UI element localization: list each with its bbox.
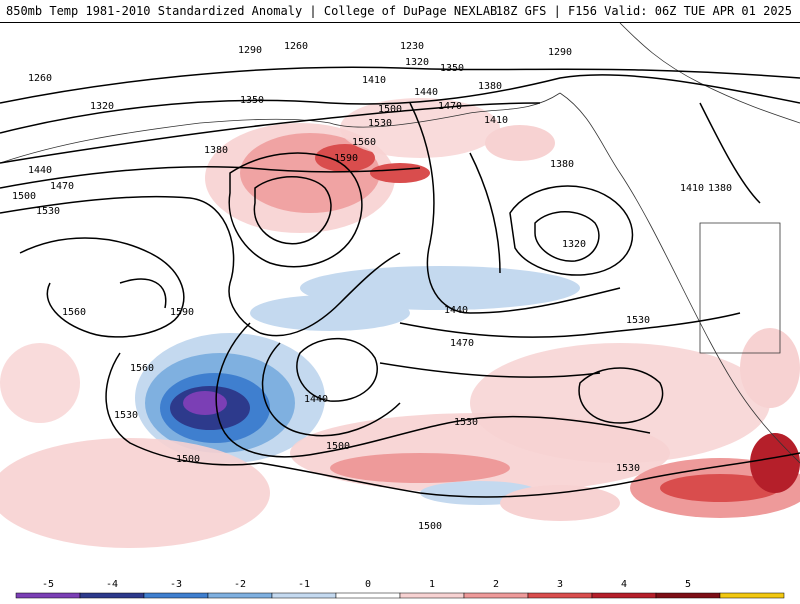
- contour-label: 1380: [204, 145, 228, 156]
- colorbar-tick-label: 5: [685, 579, 691, 590]
- colorbar-segment: [399, 592, 465, 599]
- contour-label: 1530: [454, 417, 478, 428]
- product-title: 850mb Temp 1981-2010 Standardized Anomal…: [6, 4, 498, 18]
- height-contours: [0, 66, 800, 498]
- contour-label: 1320: [90, 101, 114, 112]
- contour-label: 1290: [548, 47, 572, 58]
- colorbar-tick-label: -5: [42, 579, 54, 590]
- contour-label: 1440: [414, 87, 438, 98]
- colorbar-svg: -5 -4 -3 -2 -1 0 1 2 3 4 5: [15, 579, 785, 599]
- contour-label: 1380: [478, 81, 502, 92]
- contour-label: 1500: [326, 441, 350, 452]
- contour-label: 1500: [378, 104, 402, 115]
- contour-label: 1410: [484, 115, 508, 126]
- contour-label: 1260: [284, 41, 308, 52]
- colorbar-segment: [591, 592, 657, 599]
- contour-label: 1530: [626, 315, 650, 326]
- contour-label: 1560: [352, 137, 376, 148]
- anomaly-map: 1290 1260 1230 1320 1290 1260 1320 1350 …: [0, 23, 800, 575]
- contour-label: 1530: [616, 463, 640, 474]
- colorbar-segment: [207, 592, 273, 599]
- coastlines: [0, 23, 800, 464]
- colorbar-segment: [463, 592, 529, 599]
- colorbar-tick-label: 2: [493, 579, 499, 590]
- anomaly-shading: [0, 23, 800, 575]
- colorbar-segment: [15, 592, 81, 599]
- title-bar: 850mb Temp 1981-2010 Standardized Anomal…: [0, 0, 800, 23]
- colorbar-segment: [271, 592, 337, 599]
- contour-label: 1410: [362, 75, 386, 86]
- contour-label: 1470: [50, 181, 74, 192]
- contour-label: 1440: [304, 394, 328, 405]
- colorbar-tick-label: -3: [170, 579, 182, 590]
- contour-label: 1380: [550, 159, 574, 170]
- colorbar-tick-label: -2: [234, 579, 246, 590]
- contour-label: 1500: [176, 454, 200, 465]
- contour-label: 1530: [36, 206, 60, 217]
- contour-label: 1440: [28, 165, 52, 176]
- contour-label: 1500: [12, 191, 36, 202]
- contour-label: 1530: [114, 410, 138, 421]
- contour-label: 1590: [170, 307, 194, 318]
- colorbar: -5 -4 -3 -2 -1 0 1 2 3 4 5: [0, 575, 800, 600]
- colorbar-segment: [143, 592, 209, 599]
- contour-label: 1350: [440, 63, 464, 74]
- contour-label: 1470: [438, 101, 462, 112]
- colorbar-tick-label: 4: [621, 579, 627, 590]
- contour-labels: 1290 1260 1230 1320 1290 1260 1320 1350 …: [12, 41, 732, 532]
- contour-label: 1560: [130, 363, 154, 374]
- colorbar-segment: [79, 592, 145, 599]
- contour-label: 1500: [418, 521, 442, 532]
- colorbar-segment: [719, 592, 785, 599]
- contour-label: 1350: [240, 95, 264, 106]
- colorbar-tick-label: 0: [365, 579, 371, 590]
- colorbar-segment: [335, 592, 401, 599]
- contour-label: 1470: [450, 338, 474, 349]
- contour-label: 1320: [562, 239, 586, 250]
- contour-label: 1560: [62, 307, 86, 318]
- contour-label: 1440: [444, 305, 468, 316]
- contour-label: 1380: [708, 183, 732, 194]
- colorbar-tick-label: -1: [298, 579, 310, 590]
- colorbar-tick-label: 3: [557, 579, 563, 590]
- contour-label: 1530: [368, 118, 392, 129]
- contour-label: 1290: [238, 45, 262, 56]
- colorbar-tick-label: 1: [429, 579, 435, 590]
- map-area: 1290 1260 1230 1320 1290 1260 1320 1350 …: [0, 23, 800, 575]
- model-run-info: 18Z GFS | F156 Valid: 06Z TUE APR 01 202…: [495, 4, 792, 18]
- colorbar-tick-label: -4: [106, 579, 118, 590]
- colorbar-segment: [527, 592, 593, 599]
- contour-label: 1410: [680, 183, 704, 194]
- contour-label: 1260: [28, 73, 52, 84]
- contour-label: 1320: [405, 57, 429, 68]
- contour-label: 1230: [400, 41, 424, 52]
- contour-label: 1590: [334, 153, 358, 164]
- colorbar-segment: [655, 592, 721, 599]
